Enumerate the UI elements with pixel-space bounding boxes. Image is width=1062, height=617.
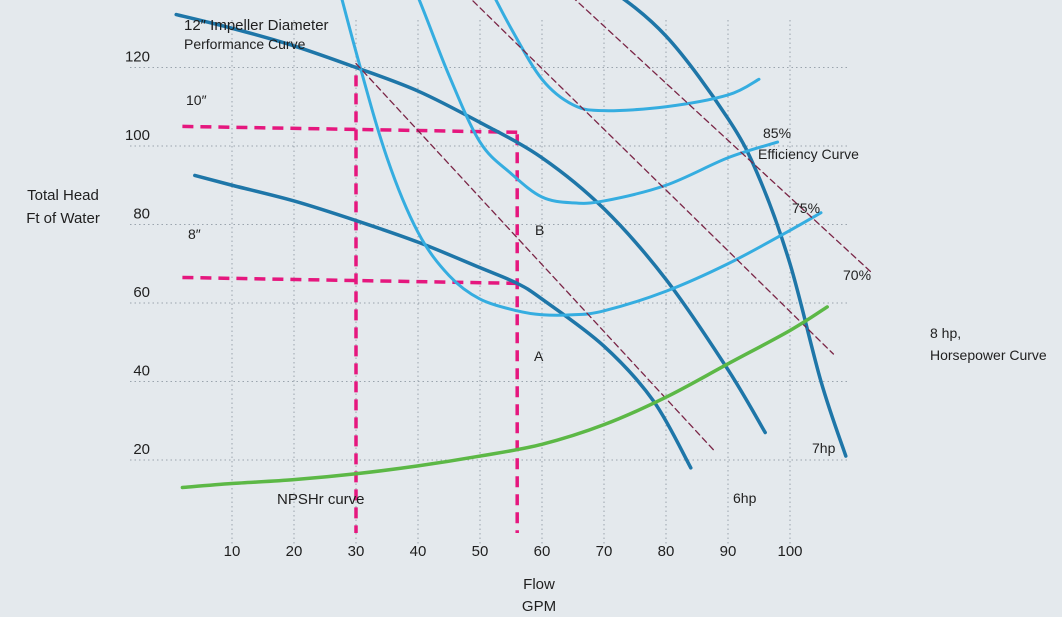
x-tick-label-100: 100 xyxy=(777,543,802,560)
y-tick-label-120: 120 xyxy=(125,49,150,66)
horsepower-curve-8-hp xyxy=(574,0,872,273)
y-tick-label-60: 60 xyxy=(133,284,150,301)
x-tick-label-50: 50 xyxy=(472,543,489,560)
y-axis-title-line-2: Ft of Water xyxy=(26,210,100,227)
reference-lines xyxy=(182,75,519,533)
efficiency-label-70: 70% xyxy=(843,267,871,283)
x-tick-label-30: 30 xyxy=(348,543,365,560)
x-axis-title-line-1: Flow xyxy=(523,576,555,593)
efficiency-curve-70 xyxy=(340,0,823,317)
impeller-curve-10 xyxy=(174,12,767,435)
x-tick-label-70: 70 xyxy=(596,543,613,560)
curves xyxy=(174,0,872,490)
efficiency-curve-85 xyxy=(494,0,761,113)
y-tick-label-20: 20 xyxy=(133,441,150,458)
npshr-curve-npshr-curve xyxy=(180,305,829,490)
horsepower-label-horsepower-curve: Horsepower Curve xyxy=(930,347,1047,363)
x-tick-label-40: 40 xyxy=(410,543,427,560)
reference-line-horizontal-2 xyxy=(182,124,518,135)
impeller-label-8: 8″ xyxy=(188,226,201,242)
x-tick-label-80: 80 xyxy=(658,543,675,560)
efficiency-label-85: 85% xyxy=(763,125,791,141)
impeller-curve-8 xyxy=(193,173,693,470)
reference-line-horizontal-3 xyxy=(182,275,518,286)
ticks: 1020304050607080901002040608010012014016… xyxy=(125,49,803,561)
operating-point-label-b: B xyxy=(535,222,544,238)
horsepower-curve-6hp xyxy=(355,62,717,453)
y-tick-label-80: 80 xyxy=(133,206,150,223)
x-tick-label-10: 10 xyxy=(224,543,241,560)
horsepower-label-6hp: 6hp xyxy=(733,490,757,506)
horsepower-label-8-hp: 8 hp, xyxy=(930,325,961,341)
impeller-curve-12-impeller-diameter xyxy=(622,0,848,458)
efficiency-curve-75 xyxy=(417,0,780,205)
x-tick-label-60: 60 xyxy=(534,543,551,560)
efficiency-label-efficiency-curve: Efficiency Curve xyxy=(758,146,859,162)
labels: 12″ Impeller Diameter Performance Curve 10… xyxy=(184,17,1047,508)
x-tick-label-90: 90 xyxy=(720,543,737,560)
y-tick-label-40: 40 xyxy=(133,363,150,380)
y-axis-title-line-1: Total Head xyxy=(27,187,99,204)
x-tick-label-20: 20 xyxy=(286,543,303,560)
horsepower-curve-7hp xyxy=(471,0,835,355)
operating-point-label-a: A xyxy=(534,348,544,364)
horsepower-label-7hp: 7hp xyxy=(812,440,836,456)
impeller-label-performance-curve: Performance Curve xyxy=(184,36,306,52)
y-tick-label-100: 100 xyxy=(125,127,150,144)
npshr-label-npshr-curve: NPSHr curve xyxy=(277,491,365,508)
impeller-label-12-impeller-diameter: 12″ Impeller Diameter xyxy=(184,17,329,34)
efficiency-label-75: 75% xyxy=(792,200,820,216)
x-axis-title-line-2: GPM xyxy=(522,598,556,615)
impeller-label-10: 10″ xyxy=(186,92,207,108)
